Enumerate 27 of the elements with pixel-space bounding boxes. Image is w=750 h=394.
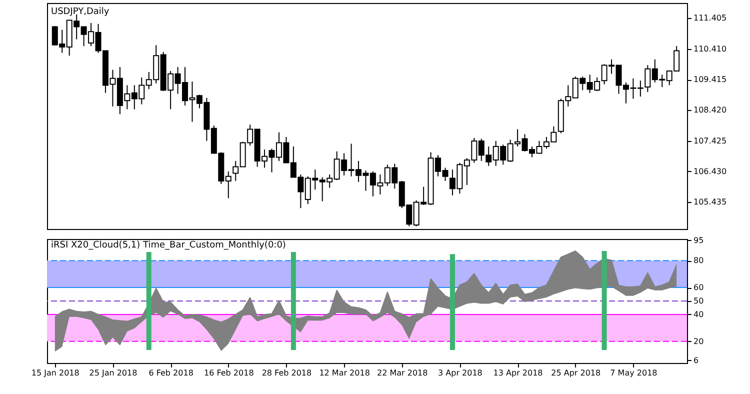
y-tick-label: 50 — [694, 296, 704, 306]
y-tick-label: 108.420 — [694, 106, 727, 115]
y-tick-label: 60 — [694, 283, 704, 292]
x-tick-label: 22 Mar 2018 — [377, 368, 428, 378]
x-tick-label: 16 Feb 2018 — [204, 368, 254, 378]
x-tick-label: 15 Jan 2018 — [31, 368, 80, 378]
x-tick-label: 12 Mar 2018 — [319, 368, 370, 378]
y-tick-label: 111.405 — [694, 14, 727, 23]
y-tick-label: 109.415 — [694, 75, 727, 84]
y-tick-label: 20 — [694, 336, 704, 346]
x-tick-label: 7 May 2018 — [610, 368, 658, 378]
y-tick-label: 80 — [694, 256, 704, 266]
x-tick-label: 28 Feb 2018 — [262, 368, 312, 378]
y-tick-label: 106.430 — [694, 166, 727, 176]
x-tick-label: 25 Apr 2018 — [551, 368, 601, 378]
chart-title: USDJPY,Daily — [51, 7, 110, 17]
x-tick-label: 25 Jan 2018 — [89, 368, 138, 378]
y-tick-label: 105.435 — [694, 198, 727, 207]
y-tick-label: 107.425 — [694, 136, 727, 146]
chart-title: iRSI X20_Cloud(5,1) Time_Bar_Custom_Monthly(0:0) — [51, 240, 286, 250]
y-tick-label: 6 — [694, 356, 699, 365]
y-tick-label: 95 — [694, 236, 704, 245]
x-tick-label: 3 Apr 2018 — [438, 368, 482, 378]
x-tick-label: 13 Apr 2018 — [493, 368, 543, 378]
y-tick-label: 110.410 — [694, 44, 727, 54]
x-tick-label: 6 Feb 2018 — [148, 368, 194, 378]
y-tick-label: 40 — [694, 310, 704, 319]
